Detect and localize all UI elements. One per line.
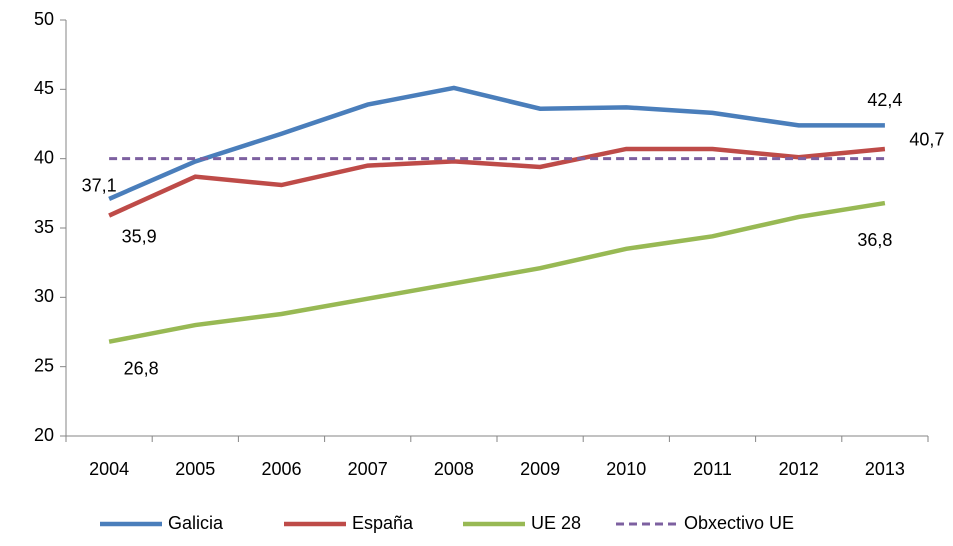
- legend-label: Galicia: [168, 513, 224, 533]
- data-label: 26,8: [124, 358, 159, 378]
- x-tick-label: 2004: [89, 459, 129, 479]
- legend-label: UE 28: [531, 513, 581, 533]
- y-tick-label: 25: [34, 355, 54, 375]
- x-tick-label: 2012: [779, 459, 819, 479]
- y-tick-label: 35: [34, 217, 54, 237]
- y-tick-label: 20: [34, 425, 54, 445]
- x-tick-label: 2010: [606, 459, 646, 479]
- series-line: [108, 200, 886, 344]
- x-tick-label: 2006: [261, 459, 301, 479]
- legend-label: Obxectivo UE: [684, 513, 794, 533]
- x-tick-label: 2013: [865, 459, 905, 479]
- y-tick-label: 50: [34, 9, 54, 29]
- y-tick-label: 45: [34, 78, 54, 98]
- y-tick-label: 30: [34, 286, 54, 306]
- data-label: 40,7: [909, 130, 944, 150]
- data-label: 37,1: [82, 176, 117, 196]
- x-tick-label: 2008: [434, 459, 474, 479]
- legend-label: España: [352, 513, 414, 533]
- x-tick-label: 2011: [693, 459, 732, 479]
- y-tick-label: 40: [34, 147, 54, 167]
- data-label: 35,9: [122, 226, 157, 246]
- x-tick-label: 2005: [175, 459, 215, 479]
- data-label: 42,4: [867, 90, 902, 110]
- x-tick-label: 2009: [520, 459, 560, 479]
- data-label: 36,8: [857, 230, 892, 250]
- series-line: [108, 146, 886, 218]
- x-tick-label: 2007: [348, 459, 388, 479]
- series-line: [108, 85, 885, 201]
